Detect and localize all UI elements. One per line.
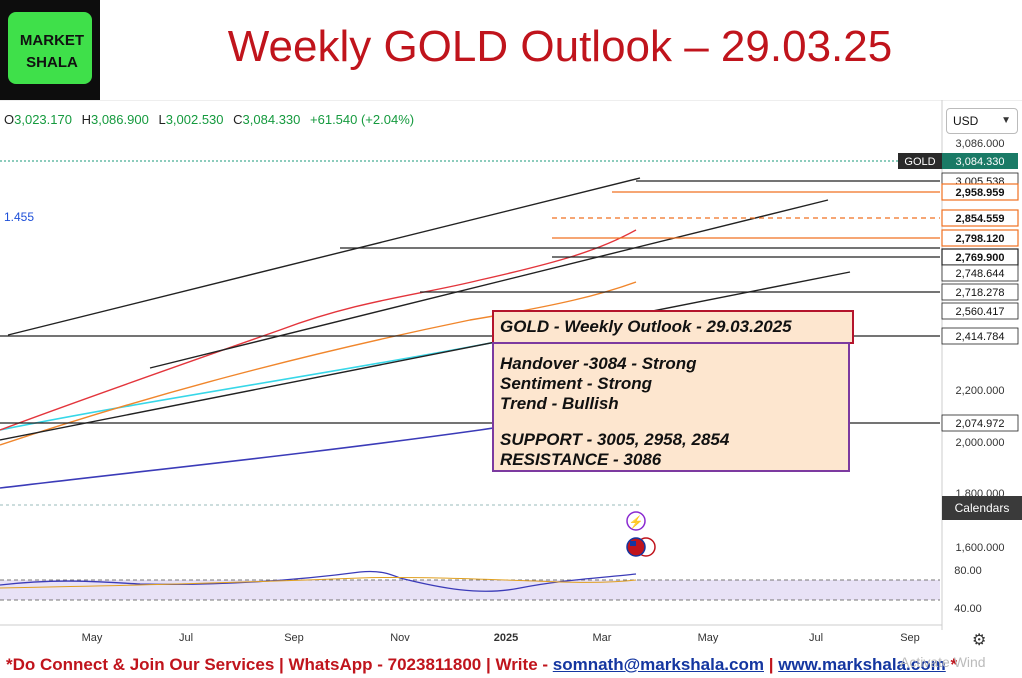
ohlc-close: 3,084.330 xyxy=(242,112,301,127)
footer-separator: | xyxy=(763,655,779,674)
outlook-heading: GOLD - Weekly Outlook - 29.03.2025 xyxy=(492,310,854,344)
page-title: Weekly GOLD Outlook – 29.03.25 xyxy=(227,22,893,71)
logo-badge: MARKET SHALA xyxy=(8,12,92,84)
price-axis-label: 1,600.000 xyxy=(956,542,1005,554)
ohlc-close-label: C xyxy=(233,112,243,127)
gear-icon[interactable]: ⚙ xyxy=(972,632,987,649)
x-axis-tick: Sep xyxy=(900,632,920,644)
level-label-box xyxy=(941,209,1019,227)
level-label-box xyxy=(941,229,1019,247)
chevron-down-icon: ▼ xyxy=(1001,115,1011,126)
lightning-glyph: ⚡ xyxy=(629,515,644,529)
footer-contact: *Do Connect & Join Our Services | WhatsA… xyxy=(0,652,1022,678)
x-axis-tick: Jul xyxy=(179,632,193,644)
outlook-trend: Trend - Bullish xyxy=(500,394,619,413)
rsi-line xyxy=(0,570,637,592)
level-label: 2,074.972 xyxy=(956,418,1005,430)
logo: MARKET SHALA xyxy=(0,0,100,100)
us-flag-icon xyxy=(626,537,646,557)
outlook-handover: Handover -3084 - Strong xyxy=(500,354,697,373)
x-axis-tick: Sep xyxy=(284,632,304,644)
rsi-axis-label: 40.00 xyxy=(954,603,982,615)
ohlc-change: +61.540 (+2.04%) xyxy=(310,112,415,127)
outlook-resistance: RESISTANCE - 3086 xyxy=(500,450,662,469)
ohlc-high-label: H xyxy=(81,112,91,127)
footer-email-link[interactable]: somnath@markshala.com xyxy=(552,655,764,674)
activate-windows-watermark: Activate Wind xyxy=(900,654,986,670)
current-price-label: 3,084.330 xyxy=(956,156,1005,168)
currency-select[interactable]: USD ▼ xyxy=(946,108,1018,134)
ohlc-open-label: O xyxy=(4,112,15,127)
level-label: 2,854.559 xyxy=(956,213,1005,225)
ohlc-low: 3,002.530 xyxy=(165,112,224,127)
level-label-box xyxy=(941,283,1019,301)
level-label: 2,958.959 xyxy=(956,187,1005,199)
level-label: 2,769.900 xyxy=(956,252,1005,264)
level-label-box xyxy=(941,264,1019,282)
outlook-body: Handover -3084 - Strong Sentiment - Stro… xyxy=(492,342,850,472)
footer-suffix: * xyxy=(945,655,958,674)
level-label: 2,798.120 xyxy=(956,233,1005,245)
level-label-box xyxy=(941,183,1019,201)
rsi-band xyxy=(0,580,940,600)
level-label-box xyxy=(941,302,1019,320)
level-label: 2,748.644 xyxy=(956,268,1005,280)
price-axis-label: 2,000.000 xyxy=(956,437,1005,449)
lightning-icon xyxy=(626,511,646,531)
calendars-button[interactable]: Calendars xyxy=(942,496,1022,520)
indicator-value: 1.455 xyxy=(4,210,35,224)
x-axis-tick: Nov xyxy=(390,632,410,644)
level-label: 2,414.784 xyxy=(956,331,1005,343)
level-label-box xyxy=(941,414,1019,432)
trend-channel-lower xyxy=(0,271,851,441)
outlook-box: GOLD - Weekly Outlook - 29.03.2025 Hando… xyxy=(492,310,854,472)
current-price-tag xyxy=(942,153,1018,169)
level-label: 2,718.278 xyxy=(956,287,1005,299)
trend-channel-upper xyxy=(7,177,641,336)
x-axis-tick: May xyxy=(82,632,103,644)
price-axis-label: 3,086.000 xyxy=(956,138,1005,150)
x-axis-tick: Jul xyxy=(809,632,823,644)
logo-text-market: MARKET xyxy=(19,32,85,49)
rsi-axis-label: 80.00 xyxy=(954,565,982,577)
us-flag-canton xyxy=(630,541,636,546)
symbol-tag-label: GOLD xyxy=(904,156,935,168)
ohlc-readout: O3,023.170 H3,086.900 L3,002.530 C3,084.… xyxy=(4,112,414,127)
price-axis-label: 2,200.000 xyxy=(956,385,1005,397)
level-label: 2,560.417 xyxy=(956,306,1005,318)
footer-prefix: *Do Connect & Join Our Services | WhatsA… xyxy=(6,655,553,674)
footer-website-link[interactable]: www.markshala.com xyxy=(778,655,946,674)
symbol-tag xyxy=(898,153,942,169)
ema-red-line xyxy=(0,229,637,431)
x-axis-tick: May xyxy=(698,632,719,644)
level-label-box xyxy=(941,327,1019,345)
outlook-sentiment: Sentiment - Strong xyxy=(500,374,653,393)
x-axis-tick: 2025 xyxy=(494,632,518,644)
trend-channel-middle xyxy=(149,199,829,369)
logo-text-shala: SHALA xyxy=(26,54,78,71)
x-axis-tick: Mar xyxy=(593,632,612,644)
currency-value: USD xyxy=(953,114,979,128)
rsi-signal-line xyxy=(0,576,637,589)
ohlc-low-label: L xyxy=(158,112,166,127)
outlook-support: SUPPORT - 3005, 2958, 2854 xyxy=(500,430,730,449)
ohlc-open: 3,023.170 xyxy=(14,112,72,127)
ohlc-high: 3,086.900 xyxy=(90,112,149,127)
price-chart[interactable]: 3,005.5382,958.9592,854.5592,798.1202,76… xyxy=(0,100,1022,652)
